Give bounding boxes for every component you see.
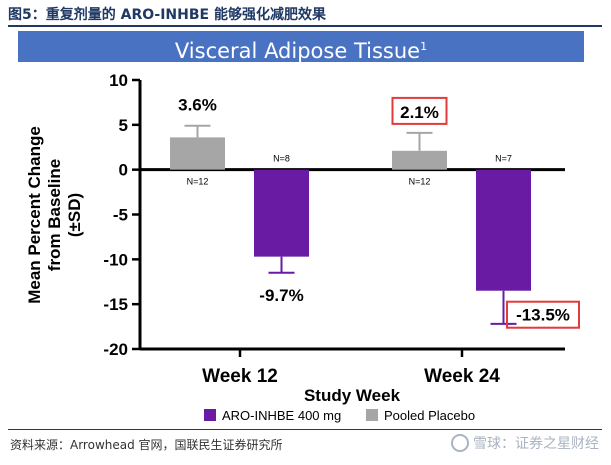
legend-label-drug: ARO-INHBE 400 mg — [222, 408, 341, 423]
y-tick-label: -15 — [103, 295, 128, 314]
bar-placebo — [170, 137, 225, 170]
y-tick-label: -20 — [103, 340, 128, 359]
x-category-label: Week 24 — [424, 366, 500, 387]
legend-swatch-drug — [204, 409, 216, 421]
highlight-box — [506, 300, 580, 329]
banner-superscript: 1 — [420, 40, 428, 53]
bottom-rule — [8, 429, 602, 430]
data-label-placebo: 2.1% — [400, 103, 439, 122]
n-label-drug: N=7 — [495, 154, 512, 164]
figure-title: 图5：重复剂量的 ARO-INHBE 能够强化减肥效果 — [8, 7, 326, 23]
y-tick-label: -10 — [103, 250, 128, 269]
bar-placebo — [392, 150, 447, 170]
y-tick-label: 5 — [119, 116, 128, 135]
n-label-drug: N=8 — [273, 154, 290, 164]
y-tick-label: -5 — [113, 206, 128, 225]
legend-label-placebo: Pooled Placebo — [384, 408, 475, 423]
y-axis-label: Mean Percent Changefrom Baseline(±SD) — [25, 126, 84, 304]
highlight-box — [391, 96, 448, 125]
legend-swatch-placebo — [366, 409, 378, 421]
watermark: 雪球：证券之星财经 — [451, 433, 599, 453]
bar-drug — [476, 169, 531, 291]
n-label-placebo: N=12 — [409, 177, 431, 187]
data-label-drug: -9.7% — [259, 286, 303, 305]
chart-banner: Visceral Adipose Tissue1 — [18, 31, 584, 63]
y-tick-label: 10 — [109, 71, 128, 90]
snowball-logo-icon — [451, 434, 469, 452]
source-note: 资料来源：Arrowhead 官网，国联民生证券研究所 — [10, 438, 283, 452]
y-axis-label-line: from Baseline — [45, 159, 64, 271]
x-category-label: Week 12 — [202, 366, 278, 387]
top-rule — [8, 25, 602, 27]
n-label-placebo: N=12 — [187, 177, 209, 187]
data-label-drug: -13.5% — [516, 306, 570, 325]
y-axis-label-line: Mean Percent Change — [25, 126, 44, 304]
banner-title: Visceral Adipose Tissue — [174, 39, 421, 63]
watermark-text: 雪球：证券之星财经 — [473, 436, 599, 452]
y-axis-label-line: (±SD) — [65, 193, 84, 237]
x-axis-title: Study Week — [304, 386, 401, 405]
bar-drug — [254, 169, 309, 257]
y-tick-label: 0 — [119, 161, 128, 180]
data-label-placebo: 3.6% — [178, 96, 217, 115]
